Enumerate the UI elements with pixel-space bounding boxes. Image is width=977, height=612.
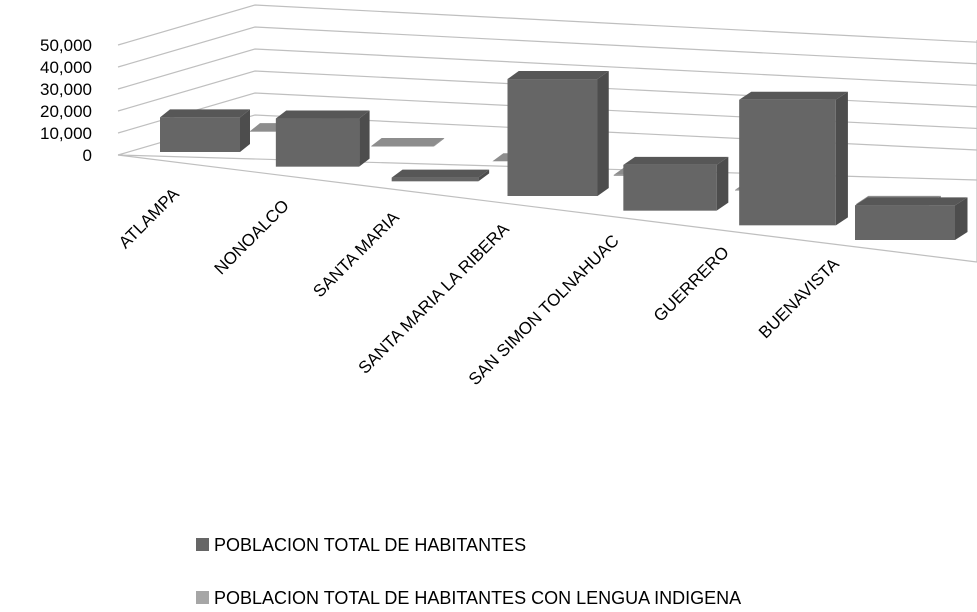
bar-front — [739, 99, 836, 226]
floor-front — [117, 154, 977, 263]
bar-top — [160, 109, 250, 118]
bar-top — [739, 91, 848, 100]
bar — [623, 156, 729, 211]
bar-side — [835, 91, 848, 226]
bar-top — [855, 197, 968, 206]
legend-label: POBLACION TOTAL DE HABITANTES CON LENGUA… — [214, 588, 741, 608]
x-tick-label: NONOALCO — [211, 196, 293, 278]
y-tick-label: 20,000 — [40, 102, 92, 121]
bar-side — [597, 71, 609, 196]
bar — [275, 110, 370, 167]
bar-top — [623, 156, 729, 165]
grid-line — [117, 26, 977, 68]
bar — [507, 71, 609, 196]
y-tick-label: 30,000 — [40, 80, 92, 99]
bar-top — [391, 169, 490, 178]
bar-front — [275, 118, 360, 167]
x-tick-label: BUENAVISTA — [755, 254, 843, 342]
bar — [160, 109, 250, 152]
bar-top — [275, 110, 370, 119]
bar — [855, 197, 968, 240]
bar-top — [507, 71, 609, 80]
legend-swatch — [196, 591, 209, 604]
bar-front — [371, 146, 434, 147]
grid-line — [117, 4, 977, 46]
bar-side — [240, 109, 250, 152]
bar-front — [507, 79, 598, 196]
bar-side — [955, 197, 968, 240]
bar-front — [160, 117, 240, 152]
x-tick-label: GUERRERO — [650, 243, 733, 326]
bar-side — [359, 110, 370, 167]
bar-front — [855, 205, 955, 240]
bar-side — [433, 138, 445, 147]
x-tick-label: SANTA MARIA — [309, 207, 403, 301]
x-tick-label: ATLAMPA — [115, 184, 183, 252]
grid-line — [117, 70, 977, 112]
bar-side — [716, 156, 729, 211]
bar-front — [623, 164, 717, 211]
y-tick-label: 10,000 — [40, 124, 92, 143]
bar-top — [371, 138, 445, 147]
legend-swatch — [196, 538, 209, 551]
grid-line — [117, 48, 977, 90]
bar-front — [391, 177, 479, 182]
bar — [391, 169, 490, 182]
bar — [371, 138, 445, 147]
bar — [739, 91, 848, 226]
legend-label: POBLACION TOTAL DE HABITANTES — [214, 535, 526, 555]
y-tick-label: 50,000 — [40, 36, 92, 55]
y-tick-label: 0 — [83, 146, 92, 165]
bar-side — [478, 169, 490, 182]
y-tick-label: 40,000 — [40, 58, 92, 77]
